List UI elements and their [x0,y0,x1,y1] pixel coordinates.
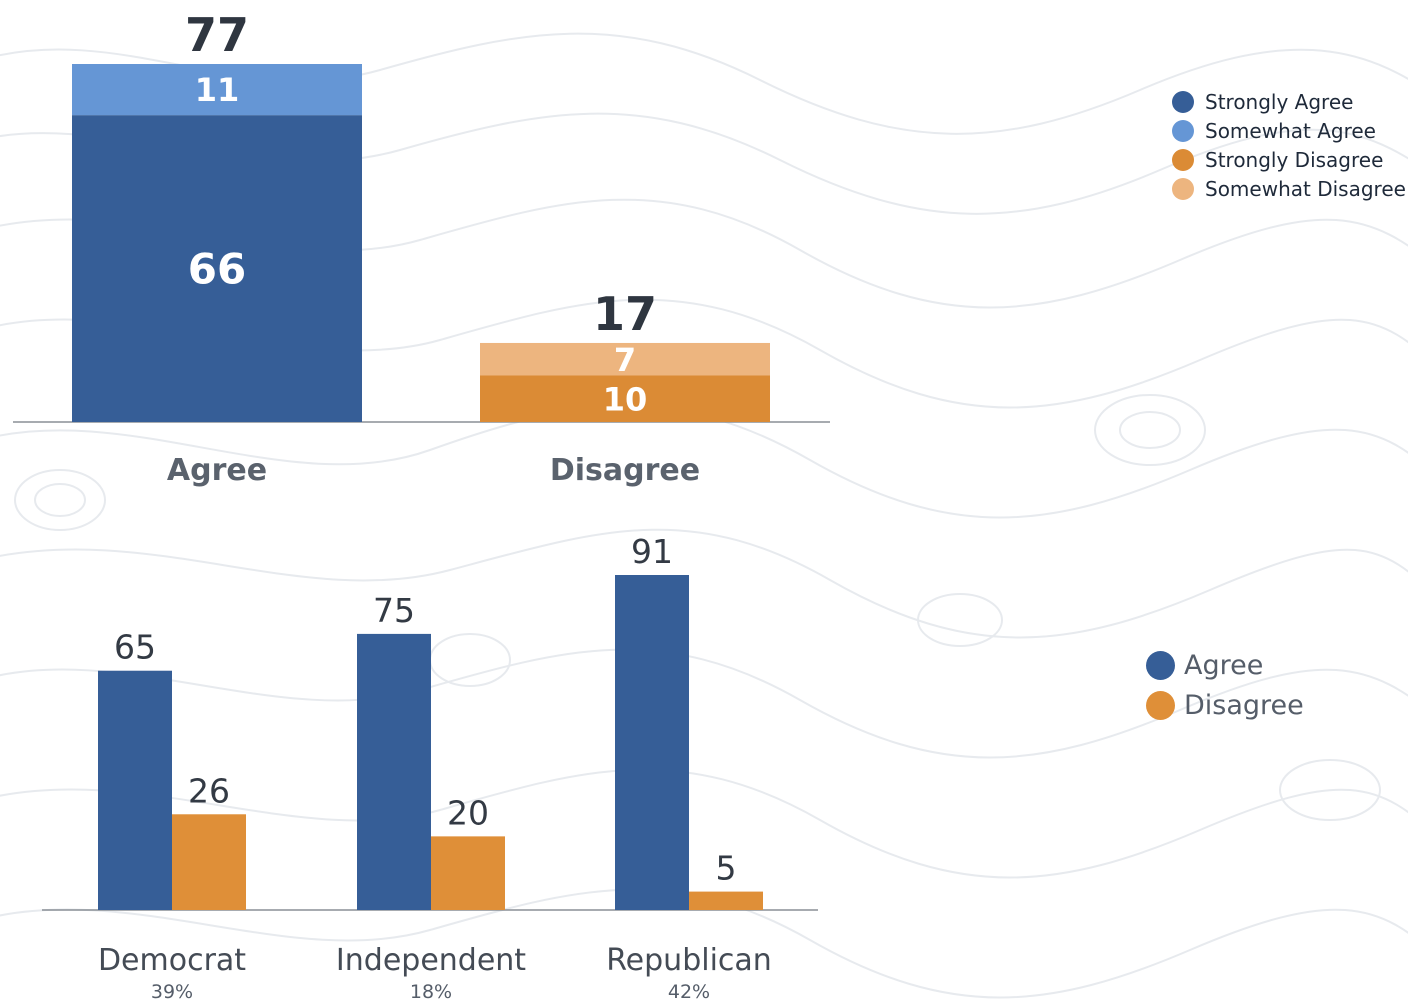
bar-segment [72,64,362,116]
category-label: Democrat [98,943,246,978]
segment-value-label: 11 [195,71,240,109]
legend-label: Strongly Agree [1205,89,1354,114]
bar-segment [72,115,362,423]
legend-item-agree: Agree [1146,645,1304,685]
segment-value-label: 7 [614,341,636,379]
legend-swatch [1172,177,1194,200]
total-value-label: 17 [593,287,657,341]
legend-swatch [1146,690,1175,720]
legend-label: Agree [1184,649,1264,681]
legend-item-somewhat-agree: Somewhat Agree [1172,116,1406,145]
bar [615,575,689,910]
legend-item-disagree: Disagree [1146,685,1304,725]
legend-label: Strongly Disagree [1205,147,1384,172]
legend-swatch [1172,148,1194,171]
bar-segment [480,342,770,376]
bar-value-label: 5 [716,849,737,888]
category-label: Independent [336,943,526,978]
segment-value-label: 10 [603,380,648,418]
category-share-label: 18% [410,981,452,1003]
bar [357,633,431,910]
bar-value-label: 91 [631,532,673,571]
category-share-label: 42% [668,981,710,1003]
bar [172,814,246,910]
legend-label: Somewhat Agree [1205,118,1376,143]
category-label: Republican [606,943,772,978]
bar-value-label: 65 [114,628,156,667]
category-label: Agree [167,453,267,488]
category-label: Disagree [550,453,700,488]
legend-item-strongly-disagree: Strongly Disagree [1172,145,1406,174]
bar [689,891,763,910]
legend-swatch [1172,119,1194,142]
bar-value-label: 20 [447,793,489,832]
legend-bottom: Agree Disagree [1146,645,1304,725]
total-value-label: 77 [185,8,249,62]
bar-value-label: 75 [373,591,415,630]
legend-item-somewhat-disagree: Somewhat Disagree [1172,174,1406,203]
bar-value-label: 26 [188,771,230,810]
legend-swatch [1172,90,1194,113]
legend-item-strongly-agree: Strongly Agree [1172,87,1406,116]
legend-swatch [1146,650,1175,680]
bar [431,836,505,910]
legend-top: Strongly Agree Somewhat Agree Strongly D… [1172,87,1406,203]
legend-label: Somewhat Disagree [1205,176,1406,201]
segment-value-label: 66 [188,245,246,294]
bar-segment [480,375,770,422]
bar [98,670,172,910]
legend-label: Disagree [1184,689,1304,721]
category-share-label: 39% [151,981,193,1003]
